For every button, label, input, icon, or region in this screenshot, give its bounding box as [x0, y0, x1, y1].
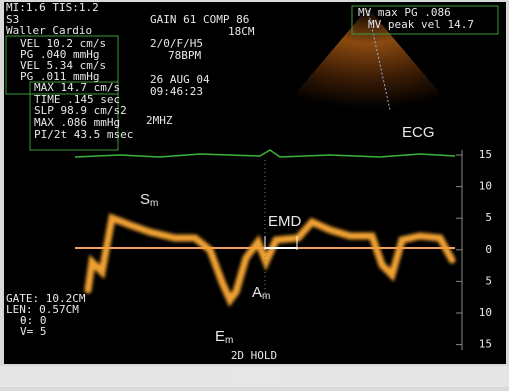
header-text: Waller Cardio: [6, 24, 92, 37]
gate-text: θ: 0: [20, 314, 47, 327]
measure-box: [29, 81, 119, 151]
sector-image: [290, 8, 446, 109]
summary-box: [351, 5, 499, 35]
measurement: MAX 14.7 cm/s: [34, 81, 120, 94]
header-text: 2MHZ: [146, 114, 173, 127]
emd-label: EMD: [268, 213, 302, 230]
header-text: 2/0/F/H5: [150, 37, 203, 50]
scale-label: 15: [479, 338, 492, 351]
scale-label: 0: [485, 243, 492, 256]
header-text: MI:1.6 TIS:1.2: [6, 1, 99, 14]
wave-label: Em: [215, 328, 233, 346]
gate-text: GATE: 10.2CM: [6, 292, 86, 305]
wave-subscript: m: [262, 291, 270, 302]
scale-label: 10: [479, 306, 492, 319]
cursor-line: [367, 9, 391, 111]
scale-label: 10: [479, 180, 492, 193]
measurement: TIME .145 sec: [34, 93, 120, 106]
wave-subscript: m: [150, 198, 158, 209]
header-text: GAIN 61 COMP 86: [150, 13, 249, 26]
gate-text: LEN: 0.57CM: [6, 303, 79, 316]
header-text: 26 AUG 04: [150, 73, 210, 86]
scale-label: 5: [485, 211, 492, 224]
measure-box: [5, 35, 119, 95]
wave-label: Sm: [140, 191, 158, 209]
wave-letter: A: [252, 284, 262, 301]
measurement: VEL 10.2 cm/s: [20, 37, 106, 50]
display: [4, 2, 506, 364]
measurement: VEL 5.34 cm/s: [20, 59, 106, 72]
footer-code: US000208: [228, 370, 281, 383]
header-text: S3: [6, 13, 19, 26]
measurement: MAX .086 mmHg: [34, 116, 120, 129]
header-text: 18CM: [228, 25, 255, 38]
measurement: PG .040 mmHg: [20, 48, 99, 61]
wave-letter: E: [215, 328, 225, 345]
wave-letter: S: [140, 191, 150, 208]
measurement: SLP 98.9 cm/s2: [34, 104, 127, 117]
scale-label: 5: [485, 274, 492, 287]
wave-subscript: m: [225, 335, 233, 346]
header-text: 78BPM: [168, 49, 201, 62]
measurement: PG .011 mmHg: [20, 70, 99, 83]
gate-text: V= 5: [20, 325, 47, 338]
scale-label: 15: [479, 148, 492, 161]
header-text: 09:46:23: [150, 85, 203, 98]
ecg-label: ECG: [402, 124, 435, 141]
measurement: PI/2t 43.5 msec: [34, 128, 133, 141]
doppler-trace: [84, 213, 456, 307]
summary-text: MV peak vel 14.7: [368, 18, 474, 31]
wave-label: Am: [252, 284, 270, 302]
footer-strip: [0, 366, 509, 387]
summary-text: MV max PG .086: [358, 6, 451, 19]
ecg-trace: [74, 149, 456, 158]
status: 2D HOLD: [231, 349, 277, 362]
